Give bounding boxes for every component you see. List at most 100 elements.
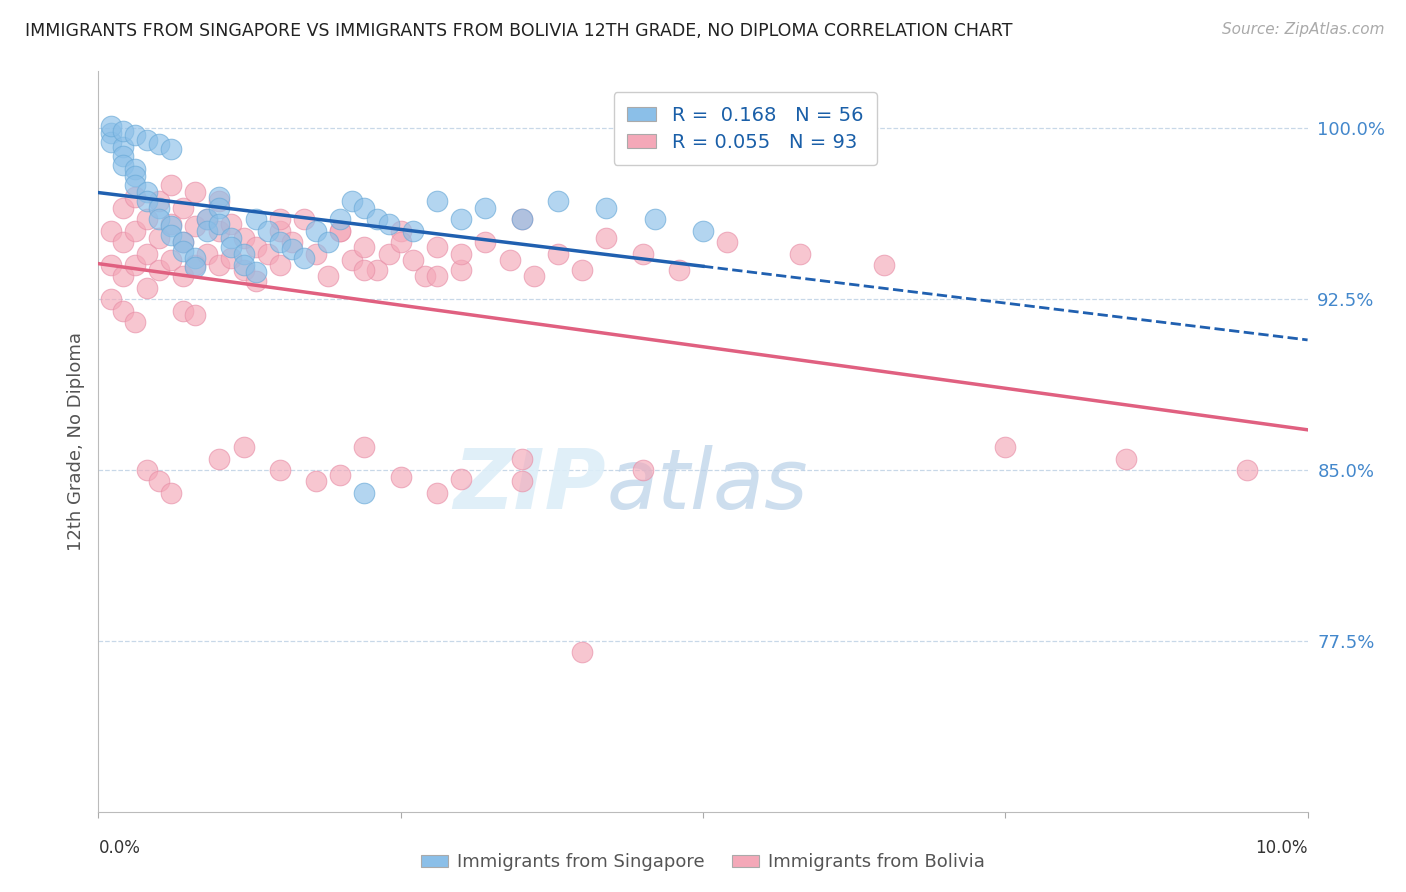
Point [111,235,134,250]
Point [111,269,134,284]
Point [269,224,291,238]
Point [342,253,364,268]
Point [510,451,533,466]
Point [172,244,194,259]
Point [353,201,375,215]
Point [208,224,231,238]
Point [221,217,243,231]
Point [208,217,231,231]
Point [474,201,496,215]
Point [256,246,278,260]
Point [571,645,593,659]
Point [124,258,146,272]
Legend: R =  0.168   N = 56, R = 0.055   N = 93: R = 0.168 N = 56, R = 0.055 N = 93 [613,92,877,165]
Point [256,224,278,238]
Point [100,119,122,133]
Point [160,178,183,193]
Point [595,230,617,244]
Point [631,463,654,477]
Point [510,212,533,227]
Point [111,158,134,172]
Point [135,133,157,147]
Point [100,292,122,306]
Point [221,230,243,244]
Point [547,246,569,260]
Point [184,258,207,272]
Text: IMMIGRANTS FROM SINGAPORE VS IMMIGRANTS FROM BOLIVIA 12TH GRADE, NO DIPLOMA CORR: IMMIGRANTS FROM SINGAPORE VS IMMIGRANTS … [25,22,1012,40]
Point [148,475,170,489]
Point [523,269,546,284]
Point [305,246,328,260]
Point [450,472,472,486]
Point [269,463,291,477]
Point [426,240,449,254]
Point [789,246,811,260]
Point [160,253,183,268]
Point [135,212,157,227]
Point [353,240,375,254]
Point [644,212,666,227]
Point [172,269,194,284]
Point [195,224,218,238]
Point [184,185,207,199]
Point [124,169,146,183]
Point [329,224,352,238]
Point [426,194,449,209]
Point [124,315,146,329]
Point [232,258,254,272]
Point [148,262,170,277]
Point [160,228,183,243]
Point [172,235,194,250]
Point [994,440,1017,454]
Point [269,235,291,250]
Point [377,246,399,260]
Point [402,224,425,238]
Point [389,470,412,484]
Point [160,142,183,156]
Point [148,212,170,227]
Point [232,440,254,454]
Point [160,485,183,500]
Point [668,262,690,277]
Point [292,251,315,265]
Point [316,269,339,284]
Text: Source: ZipAtlas.com: Source: ZipAtlas.com [1222,22,1385,37]
Point [305,475,328,489]
Point [377,217,399,231]
Point [366,212,388,227]
Text: ZIP: ZIP [454,445,606,526]
Point [221,251,243,265]
Point [510,212,533,227]
Point [232,246,254,260]
Point [450,262,472,277]
Point [316,235,339,250]
Point [426,485,449,500]
Text: atlas: atlas [606,445,808,526]
Point [160,217,183,231]
Point [245,274,267,288]
Point [100,135,122,149]
Point [135,194,157,209]
Point [389,235,412,250]
Point [111,148,134,162]
Point [135,185,157,199]
Point [232,262,254,277]
Point [124,178,146,193]
Point [184,308,207,322]
Point [450,246,472,260]
Point [873,258,896,272]
Point [184,251,207,265]
Point [124,128,146,143]
Point [208,258,231,272]
Point [208,194,231,209]
Point [100,126,122,140]
Point [195,212,218,227]
Point [547,194,569,209]
Point [100,224,122,238]
Point [148,194,170,209]
Point [111,201,134,215]
Point [292,212,315,227]
Point [135,463,157,477]
Point [281,242,304,256]
Text: 0.0%: 0.0% [98,839,141,857]
